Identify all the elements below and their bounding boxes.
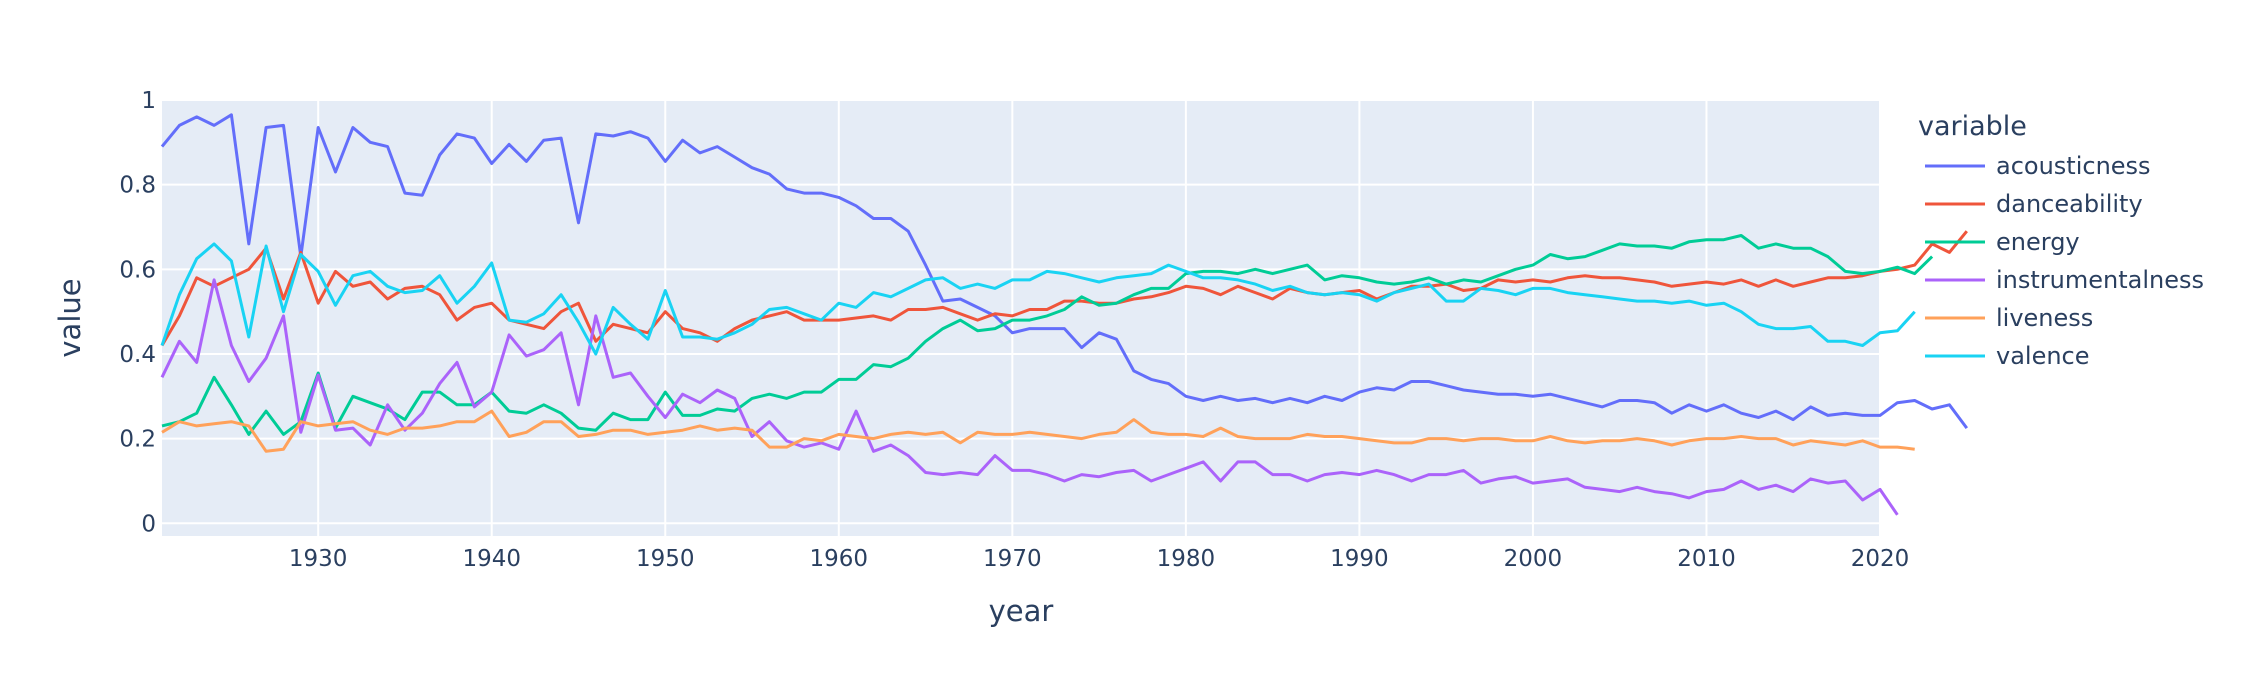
legend-title: variable xyxy=(1918,111,2027,142)
x-tick-label: 2010 xyxy=(1677,546,1736,572)
x-tick-label: 1950 xyxy=(636,546,695,572)
y-tick-label: 1 xyxy=(141,88,156,114)
grid-lines xyxy=(162,99,1881,536)
y-tick-label: 0.4 xyxy=(119,342,156,368)
x-tick-label: 1990 xyxy=(1330,546,1389,572)
x-tick-label: 1980 xyxy=(1157,546,1216,572)
legend-label: instrumentalness xyxy=(1996,266,2204,294)
x-tick-label: 2020 xyxy=(1851,546,1910,572)
legend-label: liveness xyxy=(1996,304,2093,332)
legend-item-danceability[interactable]: danceability xyxy=(1925,190,2143,218)
y-tick-label: 0 xyxy=(141,511,156,537)
series-line-acousticness xyxy=(160,113,1969,429)
legend-item-acousticness[interactable]: acousticness xyxy=(1925,152,2151,180)
legend-item-liveness[interactable]: liveness xyxy=(1925,304,2093,332)
y-axis-title: value xyxy=(53,278,87,357)
legend: variable acousticness danceability energy i… xyxy=(1918,111,2204,370)
legend-label: valence xyxy=(1996,342,2090,370)
x-tick-label: 1970 xyxy=(983,546,1042,572)
series-lines xyxy=(160,113,1969,516)
legend-item-valence[interactable]: valence xyxy=(1925,342,2090,370)
series-line-valence xyxy=(160,242,1916,356)
legend-label: acousticness xyxy=(1996,152,2151,180)
x-tick-label: 2000 xyxy=(1504,546,1563,572)
x-tick-label: 1940 xyxy=(462,546,521,572)
series-line-liveness xyxy=(161,409,1915,453)
y-tick-label: 0.8 xyxy=(119,173,156,199)
legend-item-energy[interactable]: energy xyxy=(1925,228,2080,256)
x-tick-label: 1960 xyxy=(810,546,869,572)
legend-item-instrumentalness[interactable]: instrumentalness xyxy=(1925,266,2204,294)
series-line-danceability xyxy=(160,230,1968,347)
y-tick-label: 0.6 xyxy=(119,257,156,283)
x-tick-label: 1930 xyxy=(289,546,348,572)
plot-background xyxy=(162,100,1880,536)
x-axis-title: year xyxy=(989,594,1054,628)
legend-label: danceability xyxy=(1996,190,2143,218)
series-line-energy xyxy=(161,234,1934,436)
series-line-instrumentalness xyxy=(160,278,1899,516)
y-axis-ticks: 0 0.2 0.4 0.6 0.8 1 xyxy=(119,88,156,537)
x-axis-ticks: 1930 1940 1950 1960 1970 1980 1990 2000 2010 2020 xyxy=(289,546,1909,572)
y-tick-label: 0.2 xyxy=(119,427,156,453)
legend-label: energy xyxy=(1996,228,2080,256)
